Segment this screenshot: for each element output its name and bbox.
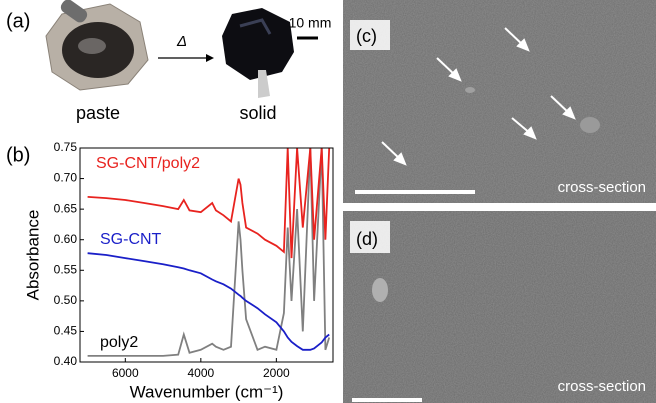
data-line <box>88 148 330 356</box>
scale-label: 10 mm <box>289 15 332 31</box>
panel-label: (b) <box>6 144 30 166</box>
series-label: SG-CNT/poly2 <box>96 155 200 172</box>
caption: cross-section <box>558 179 646 196</box>
arrow <box>158 54 214 62</box>
figure: (a) Δ 10 mm paste solid (b) 0.40 0.45 0.50 0… <box>0 0 656 403</box>
y-tick-label: 0.50 <box>54 293 78 307</box>
chart: (b) 0.40 0.45 0.50 0.55 0.60 0.65 0.70 0.75 6000 4… <box>6 140 333 401</box>
plot-lines <box>88 148 330 356</box>
caption: paste <box>76 103 120 123</box>
series-label: poly2 <box>100 334 138 351</box>
paste-photo <box>46 0 148 90</box>
y-tick-label: 0.60 <box>54 232 78 246</box>
x-tick-label: 4000 <box>187 366 214 380</box>
y-tick-label: 0.65 <box>54 201 78 215</box>
x-tick-label: 2000 <box>263 366 290 380</box>
panel-label: (a) <box>6 10 30 32</box>
solid-photo <box>222 8 294 98</box>
panel-label: (d) <box>356 229 378 249</box>
caption: solid <box>239 103 276 123</box>
sem-image <box>343 211 656 403</box>
arrow-label: Δ <box>176 33 187 50</box>
y-tick-label: 0.40 <box>54 354 78 368</box>
y-axis-label: Absorbance <box>23 210 42 301</box>
y-tick-label: 0.55 <box>54 262 78 276</box>
x-axis-label: Wavenumber (cm⁻¹) <box>130 382 284 401</box>
x-tick-label: 6000 <box>112 366 139 380</box>
sem-image <box>343 0 656 203</box>
y-tick-label: 0.70 <box>54 171 78 185</box>
y-tick-label: 0.45 <box>54 324 78 338</box>
y-tick-label: 0.75 <box>54 140 78 154</box>
caption: cross-section <box>558 378 646 395</box>
series-label: SG-CNT <box>100 231 162 248</box>
panel-label: (c) <box>356 26 377 46</box>
